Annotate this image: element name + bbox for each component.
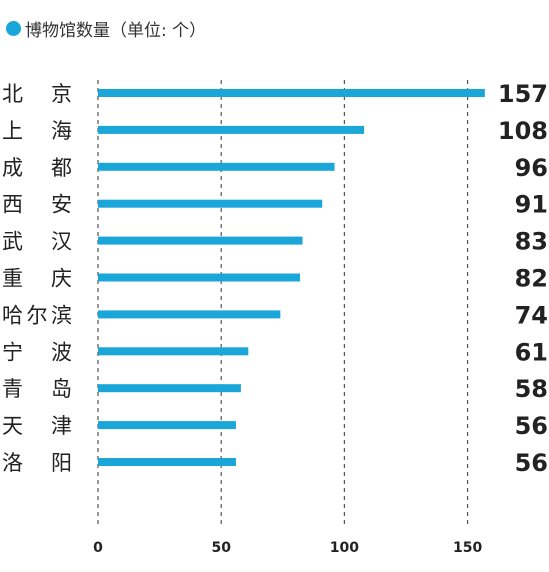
bars (98, 89, 485, 466)
category-label: 宁 波 (2, 340, 72, 364)
category-label: 天 津 (2, 414, 72, 438)
x-tick-label: 50 (211, 540, 231, 556)
value-label: 58 (515, 375, 548, 403)
bar (98, 310, 281, 319)
value-label: 56 (515, 412, 548, 440)
value-label: 74 (515, 301, 548, 329)
x-tick-labels: 0 50 100 150 (93, 540, 482, 556)
bar (98, 236, 303, 245)
value-label: 83 (515, 228, 548, 256)
bar (98, 384, 241, 393)
legend-label: 博物馆数量（单位: 个） (25, 21, 207, 41)
bar (98, 199, 323, 208)
x-tick-label: 0 (93, 540, 103, 556)
category-label: 上 海 (2, 119, 72, 143)
category-label: 成 都 (2, 156, 72, 180)
bar (98, 125, 365, 134)
bar (98, 273, 301, 282)
category-label: 青 岛 (2, 377, 72, 401)
value-label: 157 (498, 80, 548, 108)
value-labels: 157 108 96 91 83 82 74 61 58 56 56 (498, 80, 548, 477)
category-label: 北 京 (2, 82, 72, 106)
bar (98, 162, 335, 171)
category-label: 西 安 (2, 193, 72, 217)
bar (98, 458, 236, 466)
category-label: 哈尔滨 (2, 303, 72, 327)
value-label: 108 (498, 117, 548, 145)
x-tick-label: 100 (330, 540, 359, 556)
value-label: 61 (515, 338, 548, 366)
legend-swatch (6, 21, 21, 36)
bar (98, 347, 249, 356)
value-label: 96 (515, 154, 548, 182)
value-label: 82 (515, 265, 548, 293)
bar (98, 421, 236, 430)
gridlines (97, 80, 469, 528)
category-label: 重 庆 (2, 267, 72, 291)
bar (98, 89, 485, 97)
category-label: 武 汉 (2, 230, 72, 254)
value-label: 91 (515, 191, 548, 219)
legend: 博物馆数量（单位: 个） (6, 16, 206, 41)
value-label: 56 (515, 449, 548, 477)
x-tick-label: 150 (453, 540, 482, 556)
category-label: 洛 阳 (2, 451, 72, 475)
